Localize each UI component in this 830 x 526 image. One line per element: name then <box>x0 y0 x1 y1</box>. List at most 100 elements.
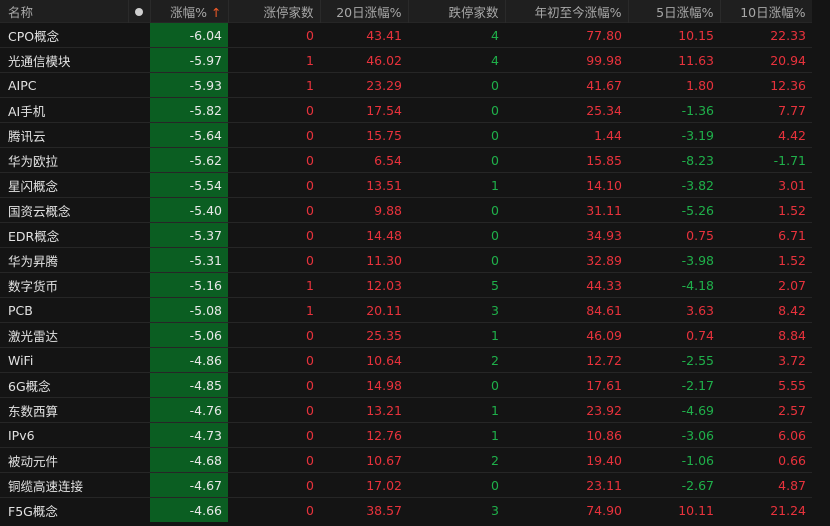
cell-limit-down: 1 <box>408 322 505 348</box>
cell-name: 铜缆高速连接 <box>0 472 128 498</box>
table-row[interactable]: 国资云概念 -5.40 0 9.88 0 31.11 -5.26 1.52 <box>0 197 812 223</box>
header-change[interactable]: 涨幅% ↑ <box>150 0 229 23</box>
cell-limit-down: 0 <box>408 372 505 398</box>
table-row[interactable]: WiFi -4.86 0 10.64 2 12.72 -2.55 3.72 <box>0 347 812 373</box>
cell-5d: -2.17 <box>628 372 720 398</box>
table-row[interactable]: AI手机 -5.82 0 17.54 0 25.34 -1.36 7.77 <box>0 97 812 123</box>
cell-10d: 6.71 <box>720 222 812 248</box>
cell-limit-down: 1 <box>408 422 505 448</box>
table-row[interactable]: 华为昇腾 -5.31 0 11.30 0 32.89 -3.98 1.52 <box>0 247 812 273</box>
cell-name: PCB <box>0 297 128 323</box>
cell-limit-up: 1 <box>228 72 320 98</box>
header-name[interactable]: 名称 <box>0 0 129 23</box>
cell-name: CPO概念 <box>0 22 128 48</box>
cell-10d: 1.52 <box>720 247 812 273</box>
cell-5d: -4.18 <box>628 272 720 298</box>
cell-dot <box>128 297 150 323</box>
scrollbar-area[interactable] <box>812 0 830 526</box>
cell-change: -4.73 <box>150 422 228 448</box>
table-row[interactable]: 被动元件 -4.68 0 10.67 2 19.40 -1.06 0.66 <box>0 447 812 473</box>
cell-dot <box>128 172 150 198</box>
cell-name: AIPC <box>0 72 128 98</box>
cell-dot <box>128 22 150 48</box>
table-row[interactable]: CPO概念 -6.04 0 43.41 4 77.80 10.15 22.33 <box>0 22 812 48</box>
cell-5d: 0.74 <box>628 322 720 348</box>
cell-change: -4.68 <box>150 447 228 473</box>
cell-20d: 13.51 <box>320 172 408 198</box>
cell-change: -5.16 <box>150 272 228 298</box>
cell-20d: 12.03 <box>320 272 408 298</box>
header-20d[interactable]: 20日涨幅% <box>320 0 409 23</box>
cell-limit-up: 0 <box>228 472 320 498</box>
cell-5d: -3.06 <box>628 422 720 448</box>
cell-change: -5.62 <box>150 147 228 173</box>
header-dot[interactable] <box>128 0 151 23</box>
header-ytd[interactable]: 年初至今涨幅% <box>505 0 629 23</box>
cell-change: -4.85 <box>150 372 228 398</box>
cell-limit-down: 0 <box>408 72 505 98</box>
cell-limit-up: 0 <box>228 397 320 423</box>
cell-dot <box>128 347 150 373</box>
cell-limit-down: 1 <box>408 397 505 423</box>
table-row[interactable]: IPv6 -4.73 0 12.76 1 10.86 -3.06 6.06 <box>0 422 812 448</box>
cell-limit-down: 3 <box>408 297 505 323</box>
cell-5d: 10.11 <box>628 497 720 522</box>
cell-20d: 14.48 <box>320 222 408 248</box>
table-row[interactable]: 光通信模块 -5.97 1 46.02 4 99.98 11.63 20.94 <box>0 47 812 73</box>
table-row[interactable]: 华为欧拉 -5.62 0 6.54 0 15.85 -8.23 -1.71 <box>0 147 812 173</box>
cell-5d: -1.06 <box>628 447 720 473</box>
cell-dot <box>128 247 150 273</box>
cell-10d: -1.71 <box>720 147 812 173</box>
cell-10d: 6.06 <box>720 422 812 448</box>
cell-name: WiFi <box>0 347 128 373</box>
cell-5d: -4.69 <box>628 397 720 423</box>
cell-10d: 22.33 <box>720 22 812 48</box>
table-row[interactable]: 数字货币 -5.16 1 12.03 5 44.33 -4.18 2.07 <box>0 272 812 298</box>
header-5d[interactable]: 5日涨幅% <box>628 0 721 23</box>
header-limit-up[interactable]: 涨停家数 <box>228 0 321 23</box>
cell-limit-up: 1 <box>228 47 320 73</box>
cell-10d: 8.84 <box>720 322 812 348</box>
cell-5d: -3.98 <box>628 247 720 273</box>
cell-limit-up: 0 <box>228 347 320 373</box>
cell-limit-up: 0 <box>228 197 320 223</box>
cell-20d: 10.64 <box>320 347 408 373</box>
cell-name: 光通信模块 <box>0 47 128 73</box>
table-row[interactable]: 6G概念 -4.85 0 14.98 0 17.61 -2.17 5.55 <box>0 372 812 398</box>
table-row[interactable]: 东数西算 -4.76 0 13.21 1 23.92 -4.69 2.57 <box>0 397 812 423</box>
cell-name: 6G概念 <box>0 372 128 398</box>
cell-ytd: 44.33 <box>505 272 628 298</box>
table-row[interactable]: 铜缆高速连接 -4.67 0 17.02 0 23.11 -2.67 4.87 <box>0 472 812 498</box>
cell-limit-up: 0 <box>228 222 320 248</box>
cell-name: 被动元件 <box>0 447 128 473</box>
table-row[interactable]: EDR概念 -5.37 0 14.48 0 34.93 0.75 6.71 <box>0 222 812 248</box>
table-row[interactable]: 激光雷达 -5.06 0 25.35 1 46.09 0.74 8.84 <box>0 322 812 348</box>
cell-10d: 8.42 <box>720 297 812 323</box>
cell-10d: 12.36 <box>720 72 812 98</box>
cell-name: 华为昇腾 <box>0 247 128 273</box>
cell-dot <box>128 497 150 522</box>
table-row[interactable]: F5G概念 -4.66 0 38.57 3 74.90 10.11 21.24 <box>0 497 812 522</box>
cell-ytd: 74.90 <box>505 497 628 522</box>
table-row[interactable]: AIPC -5.93 1 23.29 0 41.67 1.80 12.36 <box>0 72 812 98</box>
header-10d[interactable]: 10日涨幅% <box>720 0 813 23</box>
cell-ytd: 10.86 <box>505 422 628 448</box>
cell-ytd: 15.85 <box>505 147 628 173</box>
cell-dot <box>128 147 150 173</box>
dot-icon <box>135 7 143 16</box>
table-row[interactable]: PCB -5.08 1 20.11 3 84.61 3.63 8.42 <box>0 297 812 323</box>
header-limit-down[interactable]: 跌停家数 <box>408 0 506 23</box>
cell-limit-down: 3 <box>408 497 505 522</box>
cell-5d: 3.63 <box>628 297 720 323</box>
table-row[interactable]: 星闪概念 -5.54 0 13.51 1 14.10 -3.82 3.01 <box>0 172 812 198</box>
cell-20d: 20.11 <box>320 297 408 323</box>
cell-name: IPv6 <box>0 422 128 448</box>
cell-name: EDR概念 <box>0 222 128 248</box>
cell-20d: 11.30 <box>320 247 408 273</box>
cell-dot <box>128 472 150 498</box>
table-row[interactable]: 腾讯云 -5.64 0 15.75 0 1.44 -3.19 4.42 <box>0 122 812 148</box>
cell-change: -5.64 <box>150 122 228 148</box>
cell-change: -5.97 <box>150 47 228 73</box>
cell-10d: 2.57 <box>720 397 812 423</box>
cell-ytd: 12.72 <box>505 347 628 373</box>
